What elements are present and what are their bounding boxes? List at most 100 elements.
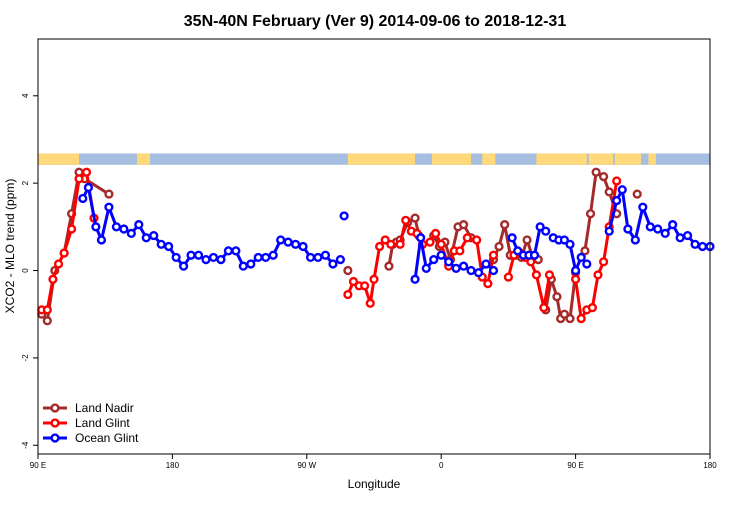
ocean-glint-point (305, 252, 316, 263)
ocean-glint-point (444, 257, 454, 267)
ocean-glint-point (488, 265, 499, 276)
land-glint-point (612, 176, 622, 186)
ocean-glint-point (179, 261, 189, 271)
ocean-glint-point (576, 252, 586, 263)
series-land-nadir (37, 167, 642, 326)
ocean-glint-point (119, 224, 129, 234)
ocean-glint-point (91, 222, 101, 232)
ocean-glint-point (276, 235, 286, 245)
legend-label: Ocean Glint (75, 431, 139, 445)
land-band-segment (431, 153, 472, 165)
land-band-segment (482, 153, 496, 165)
ocean-glint-point (410, 274, 420, 284)
series-layer (37, 167, 715, 326)
land-glint-point (587, 303, 598, 313)
ocean-glint-point (513, 246, 523, 256)
land-glint-point (431, 228, 441, 238)
ocean-glint-point (612, 196, 622, 206)
ocean-glint-point (231, 246, 241, 256)
ocean-glint-point (134, 220, 144, 230)
land-nadir-point (580, 246, 590, 256)
land-nadir-point (632, 189, 642, 199)
ocean-glint-point (283, 237, 293, 247)
land-glint-point (598, 257, 609, 267)
ocean-glint-point (216, 255, 226, 265)
land-band-segment (614, 153, 641, 165)
land-band-segment (588, 153, 613, 165)
ocean-glint-point (473, 268, 484, 278)
land-glint-point (462, 233, 472, 243)
land-band-segment (38, 153, 80, 165)
ocean-glint-point (298, 241, 308, 252)
land-glint-point (369, 274, 379, 284)
legend-marker (50, 403, 60, 413)
ocean-glint-point (541, 226, 551, 236)
ocean-glint-point (238, 261, 248, 271)
land-glint-point (544, 270, 555, 280)
ocean-glint-point (690, 239, 700, 249)
ocean-glint-point (141, 233, 151, 243)
ocean-glint-point (328, 259, 338, 269)
ocean-glint-point (164, 241, 174, 252)
ocean-glint-point (507, 233, 517, 243)
land-glint-point (365, 298, 375, 308)
land-nadir-point (42, 316, 52, 326)
y-tick-label: 4 (21, 93, 30, 98)
x-tick-label: 90 E (30, 461, 46, 470)
land-glint-point (74, 174, 84, 184)
land-glint-point (436, 239, 446, 249)
ocean-glint-point (253, 252, 263, 263)
ocean-glint-point (313, 252, 323, 263)
x-axis: 90 E 180 90 W 0 90 E 180 (30, 454, 717, 470)
y-tick-label: -2 (21, 354, 30, 362)
ocean-glint-point (186, 250, 196, 260)
ocean-glint-point (668, 220, 678, 230)
x-tick-label: 0 (439, 461, 444, 470)
land-glint-point (360, 281, 370, 291)
land-glint-point (570, 274, 581, 284)
ocean-glint-point (660, 228, 670, 238)
ocean-glint-point (268, 250, 278, 260)
land-nadir-point (494, 241, 504, 252)
land-glint-point (425, 237, 435, 247)
ocean-glint-point (193, 250, 204, 260)
ocean-glint-point (565, 239, 575, 249)
series-land-glint (37, 167, 622, 324)
land-glint-point (593, 270, 603, 280)
land-glint-point (455, 246, 465, 256)
ocean-glint-point (246, 259, 256, 269)
y-axis-title: XCO2 - MLO trend (ppm) (3, 179, 17, 314)
land-glint-point (576, 313, 586, 324)
ocean-glint-point (111, 222, 122, 232)
land-glint-point (66, 224, 77, 234)
ocean-glint-point (466, 265, 476, 276)
ocean-glint-point (96, 235, 107, 245)
legend-marker (50, 433, 60, 443)
land-nadir-point (384, 261, 394, 271)
ocean-glint-point (339, 211, 349, 221)
land-glint-point (42, 305, 52, 315)
y-tick-label: 0 (21, 268, 30, 273)
legend-item-land-glint: Land Glint (43, 416, 130, 430)
land-nadir-point (500, 220, 510, 230)
ocean-glint-point (630, 235, 640, 245)
ocean-glint-point (436, 250, 446, 260)
ocean-glint-point (675, 233, 685, 243)
land-band-segment (347, 153, 416, 165)
x-tick-label: 90 W (297, 461, 316, 470)
land-glint-point (53, 259, 64, 269)
ocean-glint-point (653, 224, 663, 234)
ocean-glint-point (429, 255, 439, 265)
x-tick-label: 180 (703, 461, 717, 470)
land-glint-point (375, 241, 385, 252)
land-glint-point (401, 215, 411, 225)
y-tick-label: -4 (21, 441, 30, 449)
land-nadir-point (565, 313, 575, 324)
land-glint-point (395, 239, 405, 249)
ocean-glint-point (682, 230, 693, 241)
ocean-glint-point (83, 182, 94, 193)
x-axis-title: Longitude (348, 477, 401, 491)
land-glint-point (81, 167, 92, 177)
